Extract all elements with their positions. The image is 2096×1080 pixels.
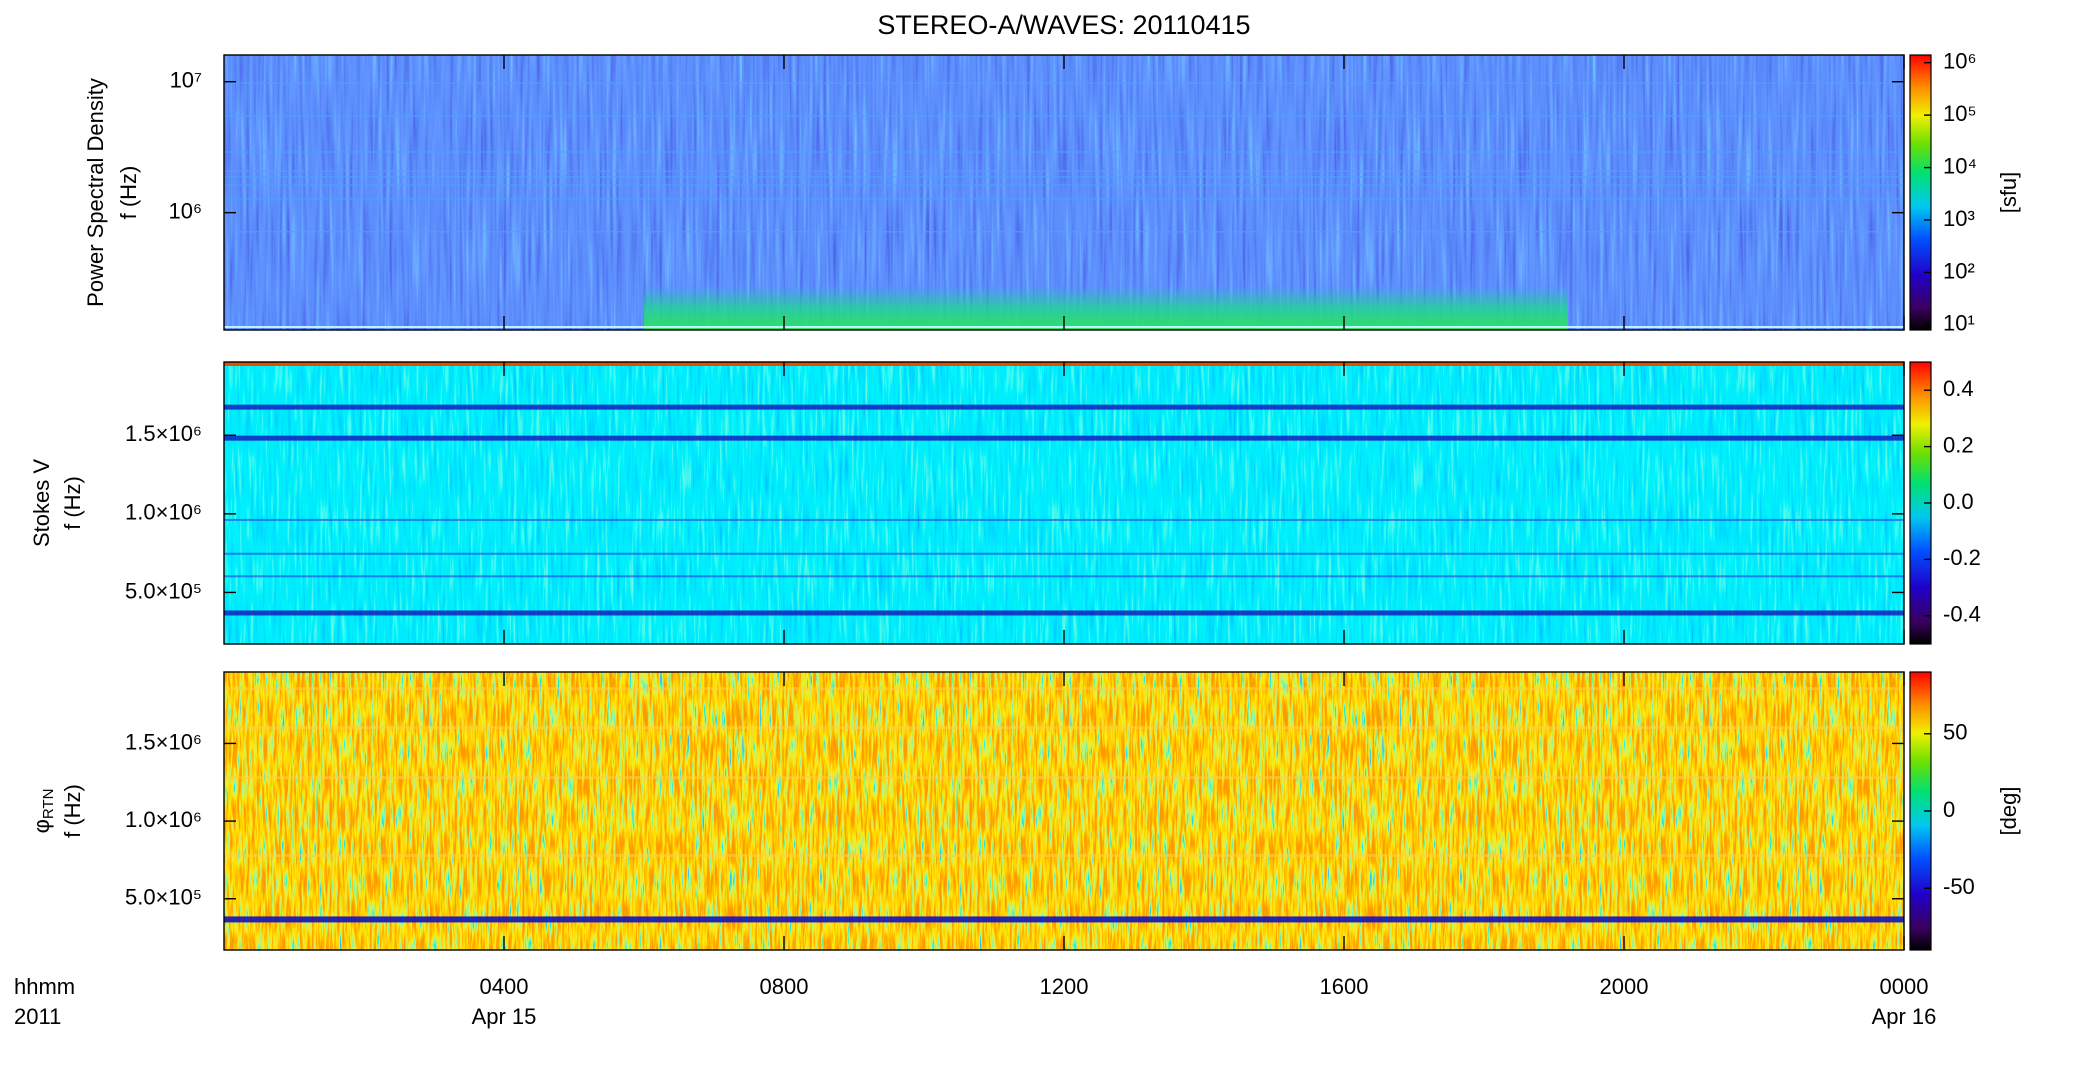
- y-tick-label: 1.0×10⁶: [125, 807, 202, 832]
- stokes-line: [224, 610, 1904, 616]
- colorbar-tick-label: 10¹: [1943, 311, 1975, 336]
- y-axis-label: Stokes V: [29, 459, 54, 547]
- y-axis-label-text: φ: [29, 819, 54, 833]
- colorbar-tick-label: 0.4: [1943, 376, 1974, 401]
- y-axis-label-text: Power Spectral Density: [83, 78, 108, 307]
- phase-line: [224, 853, 1904, 857]
- x-tick-label: 0400: [480, 974, 529, 999]
- stokes-line: [224, 575, 1904, 578]
- colorbar-tick-label: 10⁶: [1943, 48, 1977, 73]
- x-date-label: Apr 16: [1872, 1004, 1937, 1029]
- y-axis-label: φRTN: [29, 789, 57, 834]
- y-tick-label: 10⁷: [170, 68, 202, 93]
- x-tick-label: 0800: [760, 974, 809, 999]
- x-tick-label: 1600: [1320, 974, 1369, 999]
- phase-line: [224, 916, 1904, 923]
- psd-line: [224, 115, 1904, 117]
- psd-line: [224, 170, 1904, 172]
- x-tick-label: 1200: [1040, 974, 1089, 999]
- x-axis-label: hhmm: [14, 974, 75, 999]
- spectrogram-image: [224, 362, 1904, 644]
- spectrogram: [224, 55, 1904, 330]
- y-axis-label-sub: RTN: [40, 789, 57, 820]
- colorbar-label: [sfu]: [1996, 172, 2021, 214]
- colorbar-tick-label: 0.0: [1943, 489, 1974, 514]
- colorbar-tick-label: 10⁴: [1943, 153, 1977, 178]
- colorbar-tick-label: -0.2: [1943, 545, 1981, 570]
- x-axis-label: 2011: [14, 1004, 61, 1029]
- psd-line: [224, 231, 1904, 233]
- phase-line: [224, 726, 1904, 730]
- y-axis-label-text: Stokes V: [29, 459, 54, 547]
- colorbar-tick-label: 50: [1943, 720, 1967, 745]
- y-tick-label: 5.0×10⁵: [125, 578, 202, 603]
- phase-line: [224, 687, 1904, 691]
- psd-line: [224, 151, 1904, 153]
- psd-band: [644, 286, 1568, 330]
- colorbar-tick-label: 10²: [1943, 258, 1975, 283]
- colorbar: [1909, 54, 1932, 331]
- y-tick-label: 1.0×10⁶: [125, 500, 202, 525]
- colorbar-tick-label: -0.4: [1943, 602, 1981, 627]
- y-tick-label: 5.0×10⁵: [125, 885, 202, 910]
- spectrogram: [224, 672, 1904, 950]
- y-axis-label: f (Hz): [116, 166, 141, 220]
- psd-line: [224, 82, 1904, 84]
- colorbar-tick-label: 10⁵: [1943, 101, 1977, 126]
- y-tick-label: 1.5×10⁶: [125, 729, 202, 754]
- stokes-line: [224, 404, 1904, 410]
- colorbar-tick-label: 0.2: [1943, 432, 1974, 457]
- spectrogram-image: [224, 55, 1904, 330]
- x-date-label: Apr 15: [472, 1004, 537, 1029]
- chart-title: STEREO-A/WAVES: 20110415: [877, 10, 1250, 40]
- phase-line: [224, 776, 1904, 780]
- y-axis-label: Power Spectral Density: [83, 78, 108, 307]
- stokes-line: [224, 518, 1904, 521]
- psd-line: [224, 184, 1904, 186]
- colorbar-label: [deg]: [1996, 787, 2021, 836]
- y-tick-label: 1.5×10⁶: [125, 421, 202, 446]
- psd-line: [224, 176, 1904, 178]
- y-tick-label: 10⁶: [168, 198, 202, 223]
- x-tick-label: 0000: [1880, 974, 1929, 999]
- stokes-line: [224, 552, 1904, 555]
- colorbar-tick-label: 10³: [1943, 206, 1975, 231]
- x-tick-label: 2000: [1600, 974, 1649, 999]
- spectrogram-image: [224, 672, 1904, 950]
- psd-line: [224, 198, 1904, 200]
- y-axis-label: f (Hz): [60, 784, 85, 838]
- spectrogram: [224, 362, 1904, 644]
- colorbar-tick-label: 0: [1943, 797, 1955, 822]
- y-axis-label: f (Hz): [60, 476, 85, 530]
- stokes-line: [224, 435, 1904, 441]
- colorbar-tick-label: -50: [1943, 874, 1975, 899]
